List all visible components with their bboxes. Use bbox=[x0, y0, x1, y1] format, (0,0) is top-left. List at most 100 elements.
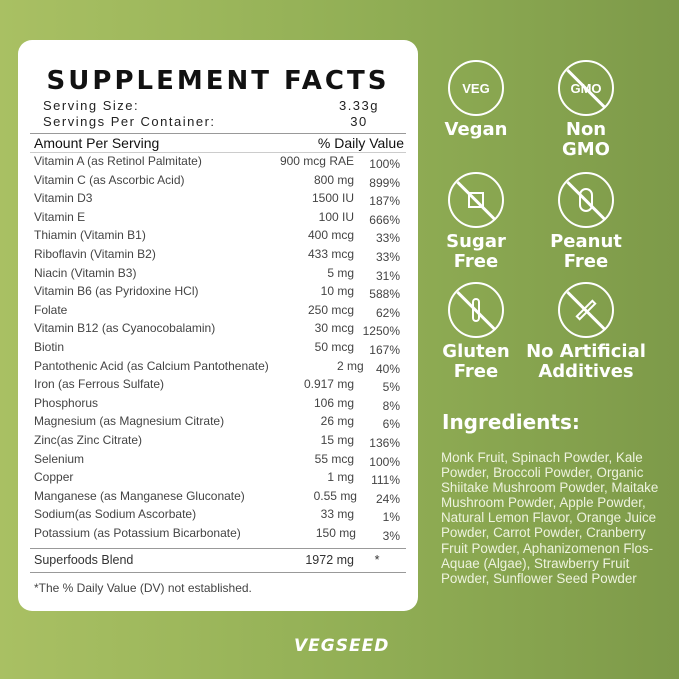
footnote: *The % Daily Value (DV) not established. bbox=[34, 581, 252, 595]
nutrient-dv: 1% bbox=[382, 510, 400, 525]
nutrient-amount: 0.917 mg bbox=[303, 377, 354, 392]
badge-no-artificial-additives: No Artificial Additives bbox=[516, 282, 656, 382]
nutrient-amount: 150 mg bbox=[315, 526, 356, 540]
table-row: Thiamin (Vitamin B1) 400 mcg 33% bbox=[34, 228, 404, 246]
table-row: Phosphorus 106 mg 8% bbox=[34, 396, 404, 414]
badge-sugar-free: Sugar Free bbox=[416, 172, 536, 272]
table-row: Iron (as Ferrous Sulfate) 0.917 mg 5% bbox=[34, 377, 404, 395]
nutrient-amount: 30 mcg bbox=[314, 321, 354, 336]
table-row: Vitamin D3 1500 IU 187% bbox=[34, 191, 404, 209]
nutrient-dv: 111% bbox=[371, 473, 400, 488]
brand-logo: VEGSEED bbox=[294, 636, 390, 656]
badge-non-gmo: GMO Non GMO bbox=[526, 60, 646, 160]
nutrient-amount: 250 mcg bbox=[307, 302, 354, 317]
divider bbox=[30, 133, 406, 134]
nutrient-dv: 899% bbox=[369, 175, 400, 190]
table-row: Riboflavin (Vitamin B2) 433 mcg 33% bbox=[34, 247, 404, 265]
badge-label: Vegan bbox=[444, 119, 508, 140]
table-row: Manganese (as Manganese Gluconate) 0.55 m… bbox=[34, 489, 404, 507]
supplement-facts-panel: SUPPLEMENT FACTS Serving Size: 3.33g Serv… bbox=[18, 40, 418, 611]
table-row: Copper 1 mg 111% bbox=[34, 470, 404, 488]
ingredients-title: Ingredients: bbox=[442, 410, 580, 434]
nutrient-name: Magnesium (as Magnesium Citrate) bbox=[34, 414, 225, 429]
table-row: Selenium 55 mcg 100% bbox=[34, 452, 404, 470]
nutrient-dv: 3% bbox=[382, 529, 400, 543]
table-row: Potassium (as Potassium Bicarbonate) 150 … bbox=[34, 526, 404, 544]
table-row: Vitamin A (as Retinol Palmitate) 900 mcg … bbox=[34, 154, 404, 172]
serving-size-label: Serving Size: bbox=[43, 98, 140, 113]
nutrient-name: Copper bbox=[34, 470, 74, 485]
divider bbox=[30, 548, 406, 549]
nutrient-name: Niacin (Vitamin B3) bbox=[34, 265, 137, 280]
nutrient-name: Phosphorus bbox=[34, 395, 99, 410]
badge-label: No Artificial Additives bbox=[526, 341, 646, 382]
no-sugar-icon bbox=[448, 172, 504, 228]
table-row: Biotin 50 mcg 167% bbox=[34, 340, 404, 358]
nutrient-dv: 33% bbox=[375, 231, 400, 246]
badge-peanut-free: Peanut Free bbox=[526, 172, 646, 272]
table-row: Vitamin E 100 IU 666% bbox=[34, 210, 404, 228]
nutrient-name: Vitamin A (as Retinol Palmitate) bbox=[34, 154, 202, 168]
nutrient-amount: 1 mg bbox=[327, 470, 354, 485]
table-row: Niacin (Vitamin B3) 5 mg 31% bbox=[34, 266, 404, 284]
facts-title: SUPPLEMENT FACTS bbox=[46, 66, 390, 96]
nutrient-dv: 6% bbox=[382, 417, 400, 432]
nutrient-dv: 666% bbox=[369, 212, 400, 227]
nutrient-dv: 100% bbox=[369, 454, 400, 469]
nutrient-amount: 2 mg bbox=[336, 358, 364, 373]
table-row: Vitamin B12 (as Cyanocobalamin) 30 mcg 125… bbox=[34, 321, 404, 339]
nutrient-dv: 40% bbox=[375, 361, 400, 376]
table-row: Folate 250 mcg 62% bbox=[34, 303, 404, 321]
nutrient-amount: 433 mcg bbox=[307, 247, 354, 261]
nutrient-dv: 167% bbox=[369, 343, 400, 357]
nutrient-dv: 31% bbox=[375, 268, 400, 283]
nutrient-name: Manganese (as Manganese Gluconate) bbox=[34, 488, 245, 503]
no-peanut-icon bbox=[558, 172, 614, 228]
table-row: Vitamin B6 (as Pyridoxine HCl) 10 mg 588% bbox=[34, 284, 404, 302]
ingredients-text: Monk Fruit, Spinach Powder, Kale Powder,… bbox=[441, 450, 659, 586]
nutrient-name: Iron (as Ferrous Sulfate) bbox=[34, 377, 165, 392]
nutrient-name: Vitamin B6 (as Pyridoxine HCl) bbox=[34, 284, 199, 299]
nutrient-amount: 15 mg bbox=[320, 433, 354, 447]
blend-name: Superfoods Blend bbox=[34, 553, 134, 567]
table-row: Sodium(as Sodium Ascorbate) 33 mg 1% bbox=[34, 507, 404, 525]
nutrient-amount: 26 mg bbox=[320, 414, 354, 429]
nutrient-dv: 8% bbox=[382, 398, 400, 413]
nutrient-amount: 55 mcg bbox=[314, 451, 354, 466]
badge-label: Non GMO bbox=[562, 119, 610, 160]
nutrient-name: Vitamin C (as Ascorbic Acid) bbox=[34, 172, 185, 187]
nutrient-dv: 1250% bbox=[362, 324, 400, 339]
nutrient-amount: 400 mcg bbox=[307, 228, 354, 243]
nutrient-dv: 24% bbox=[375, 491, 400, 506]
no-gmo-icon: GMO bbox=[558, 60, 614, 116]
nutrient-name: Vitamin B12 (as Cyanocobalamin) bbox=[34, 321, 216, 336]
nutrient-name: Folate bbox=[34, 302, 68, 317]
nutrient-amount: 5 mg bbox=[327, 265, 354, 280]
divider bbox=[30, 572, 406, 573]
table-row: Zinc(as Zinc Citrate) 15 mg 136% bbox=[34, 433, 404, 451]
no-gluten-icon bbox=[448, 282, 504, 338]
nutrient-name: Pantothenic Acid (as Calcium Pantothenat… bbox=[34, 358, 269, 373]
servings-per-container: Servings Per Container: 30 bbox=[43, 114, 384, 129]
nutrient-amount: 1500 IU bbox=[311, 191, 354, 206]
servings-label: Servings Per Container: bbox=[43, 114, 216, 129]
blend-dv: * bbox=[374, 553, 380, 567]
serving-size-value: 3.33g bbox=[338, 98, 380, 113]
nutrient-amount: 10 mg bbox=[320, 284, 354, 299]
table-header: Amount Per Serving % Daily Value bbox=[34, 135, 404, 151]
servings-value: 30 bbox=[350, 114, 368, 129]
nutrient-amount: 100 IU bbox=[318, 209, 354, 224]
amount-header: Amount Per Serving bbox=[34, 135, 160, 151]
nutrient-name: Sodium(as Sodium Ascorbate) bbox=[34, 507, 197, 522]
badge-label: Sugar Free bbox=[446, 231, 506, 272]
nutrient-dv: 5% bbox=[382, 380, 400, 395]
blend-amount: 1972 mg bbox=[305, 553, 354, 567]
nutrient-name: Thiamin (Vitamin B1) bbox=[34, 228, 146, 243]
no-additives-icon bbox=[558, 282, 614, 338]
nutrient-dv: 100% bbox=[369, 157, 400, 171]
nutrient-dv: 136% bbox=[369, 436, 400, 450]
nutrient-name: Selenium bbox=[34, 451, 85, 466]
nutrient-dv: 588% bbox=[369, 287, 400, 302]
nutrient-amount: 50 mcg bbox=[314, 340, 354, 354]
nutrient-amount: 106 mg bbox=[313, 395, 354, 410]
